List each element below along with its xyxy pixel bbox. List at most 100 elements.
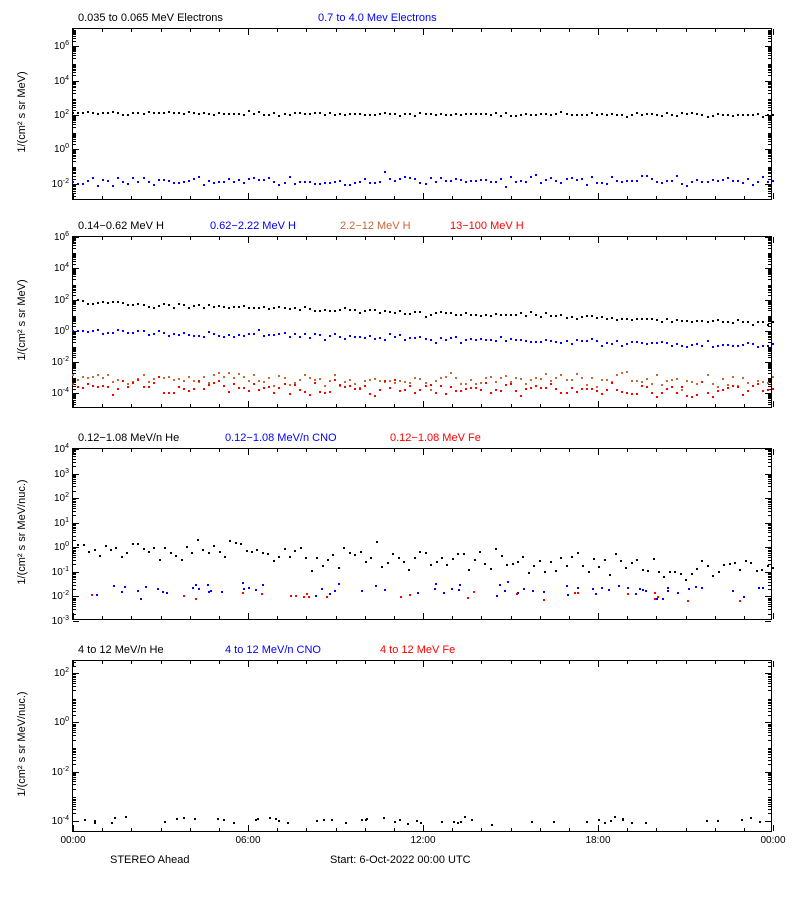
data-point [636, 318, 638, 320]
data-point [540, 387, 542, 389]
legend-entry: 2.2−12 MeV H [340, 220, 411, 232]
data-point [163, 179, 165, 181]
data-point [517, 561, 519, 563]
data-point [767, 114, 769, 116]
data-point [97, 386, 99, 388]
data-point [712, 179, 714, 181]
data-point [198, 304, 200, 306]
data-point [326, 596, 328, 598]
data-point [591, 315, 593, 317]
data-point [148, 386, 150, 388]
data-point [430, 177, 432, 179]
data-point [349, 184, 351, 186]
data-point [718, 571, 720, 573]
data-point [772, 567, 774, 569]
data-point [284, 377, 286, 379]
data-point [510, 115, 512, 117]
data-point [168, 111, 170, 113]
data-point [319, 334, 321, 336]
data-point [611, 382, 613, 384]
data-point [255, 589, 257, 591]
data-point [470, 338, 472, 340]
data-point [641, 175, 643, 177]
data-point [153, 184, 155, 186]
data-point [618, 585, 620, 587]
data-point [148, 111, 150, 113]
data-point [646, 318, 648, 320]
data-point [750, 562, 752, 564]
data-point [304, 374, 306, 376]
data-point [767, 345, 769, 347]
data-point [440, 385, 442, 387]
data-point [87, 377, 89, 379]
data-point [747, 390, 749, 392]
data-point [531, 821, 533, 823]
data-point [137, 112, 139, 114]
data-point [208, 382, 210, 384]
data-point [153, 382, 155, 384]
data-point [651, 342, 653, 344]
data-point [460, 821, 462, 823]
data-point [369, 309, 371, 311]
data-point [540, 113, 542, 115]
data-point [523, 588, 525, 590]
data-point [491, 824, 493, 826]
data-point [192, 587, 194, 589]
data-point [359, 113, 361, 115]
data-point [82, 387, 84, 389]
data-point [566, 565, 568, 567]
data-point [88, 551, 90, 553]
data-point [480, 338, 482, 340]
data-point [105, 545, 107, 547]
data-point [450, 372, 452, 374]
data-point [349, 552, 351, 554]
data-point [223, 306, 225, 308]
data-point [743, 596, 745, 598]
data-point [576, 339, 578, 341]
data-point [314, 382, 316, 384]
data-point [238, 306, 240, 308]
data-point [240, 543, 242, 545]
data-point [586, 821, 588, 823]
data-point [540, 341, 542, 343]
data-point [616, 374, 618, 376]
data-point [696, 383, 698, 385]
data-point [671, 114, 673, 116]
data-point [414, 557, 416, 559]
data-point [752, 184, 754, 186]
data-point [430, 384, 432, 386]
data-point [727, 344, 729, 346]
data-point [414, 115, 416, 117]
data-point [178, 334, 180, 336]
data-point [107, 302, 109, 304]
data-point [752, 385, 754, 387]
data-point [305, 557, 307, 559]
data-point [669, 571, 671, 573]
data-point [273, 307, 275, 309]
data-point [223, 336, 225, 338]
data-point [490, 339, 492, 341]
data-point [737, 386, 739, 388]
data-point [591, 112, 593, 114]
data-point [490, 376, 492, 378]
data-point [262, 584, 264, 586]
data-point [409, 594, 411, 596]
data-point [450, 180, 452, 182]
data-point [500, 377, 502, 379]
data-point [757, 181, 759, 183]
ytick-label: 102 [54, 109, 73, 121]
data-point [345, 822, 347, 824]
data-point [163, 303, 165, 305]
data-point [762, 381, 764, 383]
data-point [470, 387, 472, 389]
data-point [248, 178, 250, 180]
legend-entry: 0.14−0.62 MeV H [78, 220, 164, 232]
data-point [233, 383, 235, 385]
data-point [188, 334, 190, 336]
data-point [535, 377, 537, 379]
data-point [107, 112, 109, 114]
data-point [685, 579, 687, 581]
data-point [485, 339, 487, 341]
data-point [102, 179, 104, 181]
data-point [520, 339, 522, 341]
